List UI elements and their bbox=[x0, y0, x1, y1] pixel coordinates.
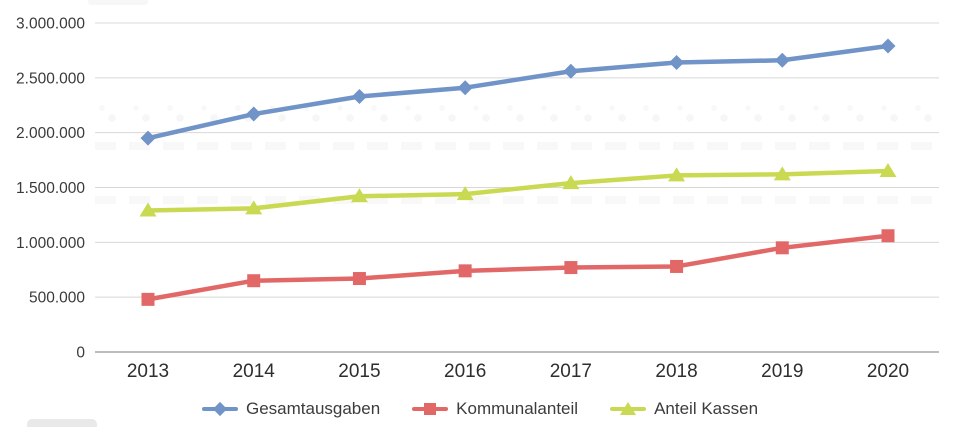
data-point-gesamtausgaben bbox=[669, 54, 685, 70]
series-line-kommunalanteil bbox=[145, 233, 891, 302]
cropped-element-top bbox=[88, 0, 148, 5]
data-point-gesamtausgaben bbox=[563, 63, 579, 79]
legend-line-marker-icon bbox=[610, 401, 647, 415]
data-point-gesamtausgaben bbox=[140, 130, 156, 146]
legend-line-marker-icon bbox=[412, 403, 449, 415]
data-point-kommunalanteil bbox=[670, 259, 684, 273]
series-line-gesamtausgaben bbox=[145, 43, 891, 141]
data-point-kommunalanteil bbox=[775, 241, 789, 255]
series-line-anteil-kassen bbox=[145, 168, 891, 213]
y-tick-label: 500.000 bbox=[29, 290, 85, 307]
data-point-anteil-kassen bbox=[562, 175, 580, 190]
data-point-kommunalanteil bbox=[458, 264, 472, 278]
y-tick-label: 0 bbox=[76, 345, 85, 362]
data-point-gesamtausgaben bbox=[457, 80, 473, 96]
x-tick-label: 2017 bbox=[550, 361, 592, 382]
chart-legend: Gesamtausgaben Kommunalanteil Anteil Kas… bbox=[0, 396, 960, 422]
data-point-anteil-kassen bbox=[350, 188, 368, 203]
x-tick-label: 2018 bbox=[655, 361, 697, 382]
legend-label: Anteil Kassen bbox=[654, 399, 759, 418]
y-tick-label: 2.500.000 bbox=[16, 70, 85, 87]
data-point-kommunalanteil bbox=[247, 274, 261, 288]
x-tick-label: 2014 bbox=[233, 361, 276, 382]
x-tick-label: 2020 bbox=[867, 361, 909, 382]
data-point-kommunalanteil bbox=[141, 292, 155, 306]
data-point-gesamtausgaben bbox=[246, 106, 262, 122]
y-tick-label: 1.000.000 bbox=[16, 235, 85, 252]
data-point-anteil-kassen bbox=[773, 166, 791, 181]
x-tick-label: 2016 bbox=[444, 361, 486, 382]
data-point-kommunalanteil bbox=[564, 261, 578, 275]
data-point-anteil-kassen bbox=[245, 200, 263, 215]
x-tick-label: 2019 bbox=[761, 361, 803, 382]
data-point-kommunalanteil bbox=[881, 229, 895, 243]
x-tick-label: 2013 bbox=[127, 361, 169, 382]
data-point-gesamtausgaben bbox=[774, 52, 790, 68]
legend-item-gesamtausgaben: Gesamtausgaben bbox=[201, 399, 381, 419]
y-tick-label: 2.000.000 bbox=[16, 125, 85, 142]
cropped-element-bottom-left bbox=[27, 419, 97, 427]
data-point-anteil-kassen bbox=[668, 167, 686, 182]
data-point-kommunalanteil bbox=[352, 272, 366, 286]
y-tick-label: 1.500.000 bbox=[16, 180, 85, 197]
legend-label: Kommunalanteil bbox=[456, 399, 579, 418]
y-tick-label: 3.000.000 bbox=[16, 16, 85, 33]
data-point-gesamtausgaben bbox=[880, 38, 896, 54]
data-point-gesamtausgaben bbox=[351, 88, 367, 104]
data-point-anteil-kassen bbox=[139, 202, 157, 217]
legend-label: Gesamtausgaben bbox=[245, 399, 381, 418]
legend-item-kommunalanteil: Kommunalanteil bbox=[412, 399, 578, 419]
data-point-anteil-kassen bbox=[879, 163, 897, 178]
legend-item-anteil-kassen: Anteil Kassen bbox=[610, 399, 758, 419]
x-tick-label: 2015 bbox=[338, 361, 380, 382]
data-point-anteil-kassen bbox=[456, 186, 474, 201]
legend-line-marker-icon bbox=[201, 401, 238, 417]
